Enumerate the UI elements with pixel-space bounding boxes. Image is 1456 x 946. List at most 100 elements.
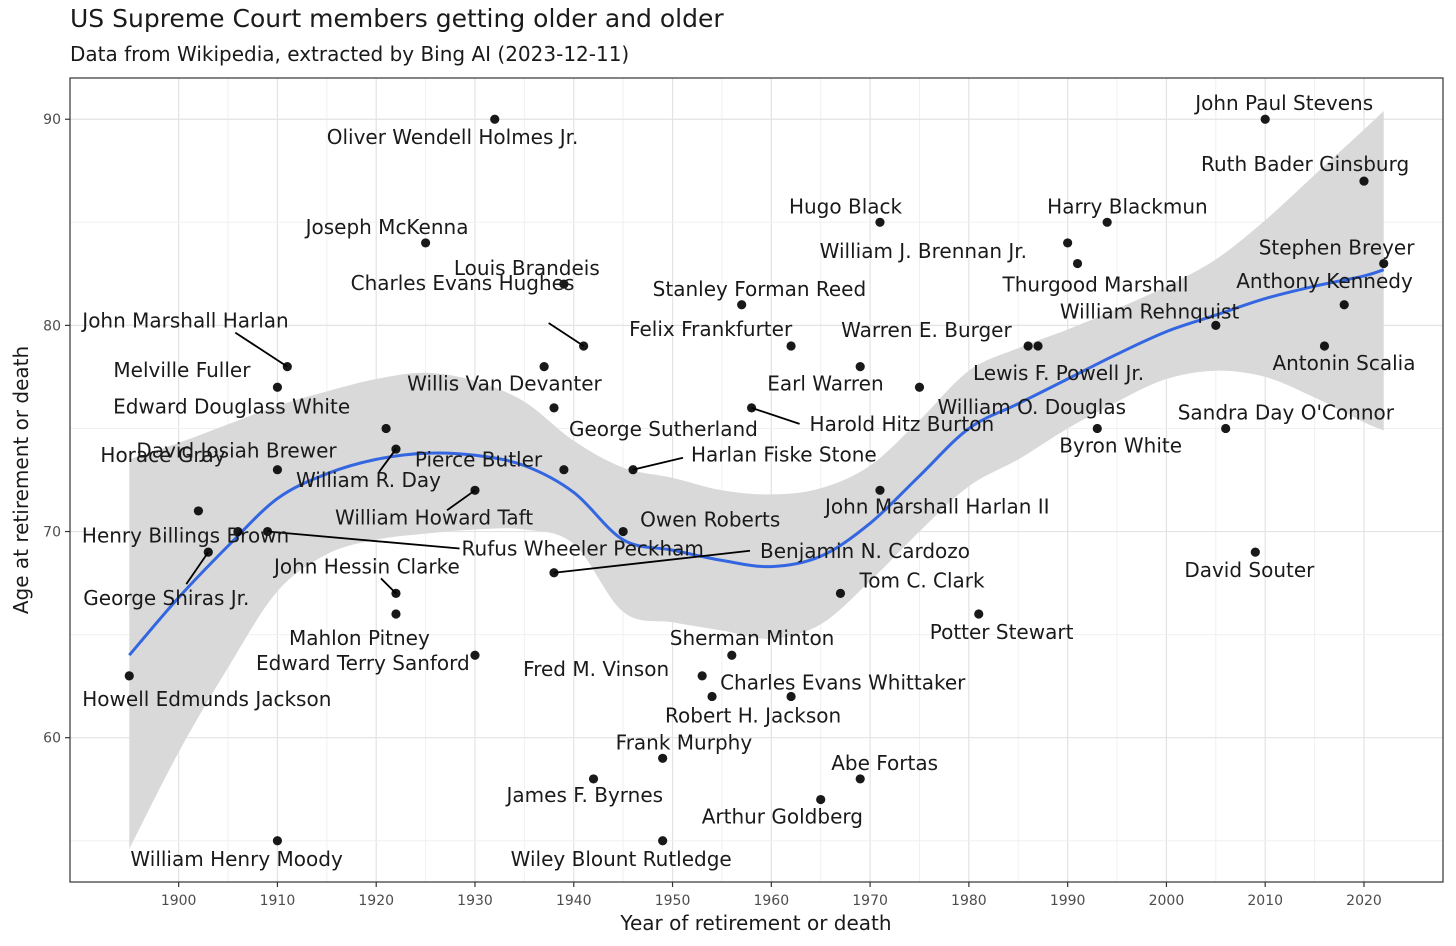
point-label-harold-hitz-burton: Harold Hitz Burton [810,412,995,436]
x-axis-title: Year of retirement or death [619,911,891,935]
point-label-henry-billings-brown: Henry Billings Brown [82,524,289,548]
point-label-ruth-bader-ginsburg: Ruth Bader Ginsburg [1201,152,1409,176]
y-axis-title: Age at retirement or death [9,346,33,614]
data-point-john-paul-stevens [1260,114,1270,124]
data-point-mahlon-pitney [391,609,401,619]
data-point-felix-frankfurter [786,341,796,351]
data-point-wiley-blount-rutledge [658,836,668,846]
point-label-william-rehnquist: William Rehnquist [1060,299,1240,323]
point-label-john-marshall-harlan: John Marshall Harlan [80,309,288,333]
data-point-stephen-breyer [1379,258,1389,269]
data-point-william-o-douglas [914,382,925,392]
point-label-harry-blackmun: Harry Blackmun [1047,194,1208,218]
point-label-harlan-fiske-stone: Harlan Fiske Stone [691,443,877,467]
data-point-harlan-fiske-stone [628,465,638,475]
data-point-edward-douglass-white [381,423,391,434]
point-label-tom-c-clark: Tom C. Clark [858,568,985,592]
data-point-george-shiras-jr [203,547,213,557]
point-label-melville-fuller: Melville Fuller [113,358,251,382]
y-tick-label: 70 [43,525,61,541]
data-point-charles-evans-whittaker [786,691,796,702]
data-point-horace-gray [193,506,204,516]
point-label-owen-roberts: Owen Roberts [640,508,780,532]
x-tick-label: 1930 [457,893,493,909]
confidence-band [129,111,1384,849]
data-points [124,114,1389,846]
data-point-howell-edmunds-jackson [124,671,134,681]
data-point-charles-evans-hughes [579,341,589,351]
y-tick-label: 80 [43,318,61,334]
point-label-edward-terry-sanford: Edward Terry Sanford [256,651,470,675]
point-label-warren-e-burger: Warren E. Burger [841,318,1012,342]
x-tick-label: 1980 [951,893,987,909]
data-point-harry-blackmun [1102,217,1112,227]
x-tick-label: 1900 [161,893,197,909]
point-label-felix-frankfurter: Felix Frankfurter [629,317,793,341]
leader-line-william-r-day [378,448,397,473]
axes: 1900 1910 1920 1930 1940 1950 1960 1970 1980 1990… [43,112,1382,909]
chart-title: US Supreme Court members getting older a… [70,4,724,33]
data-point-owen-roberts [618,526,628,537]
x-tick-label: 1950 [655,893,691,909]
data-point-james-f-byrnes [588,774,599,784]
point-label-hugo-black: Hugo Black [789,194,903,218]
point-label-antonin-scalia: Antonin Scalia [1272,351,1415,375]
data-point-hugo-black [875,217,885,227]
point-label-sandra-day-o-connor: Sandra Day O'Connor [1178,400,1395,424]
data-point-william-henry-moody [272,836,283,846]
point-label-william-j-brennan-jr: William J. Brennan Jr. [820,239,1027,263]
x-tick-label: 1940 [556,893,592,909]
data-point-ruth-bader-ginsburg [1359,176,1369,186]
data-point-sherman-minton [727,650,737,660]
point-label-john-paul-stevens: John Paul Stevens [1193,91,1373,115]
y-tick-label: 60 [43,731,61,747]
data-point-potter-stewart [974,609,984,619]
leader-line-harold-hitz-burton [751,406,800,425]
point-label-sherman-minton: Sherman Minton [670,626,835,650]
data-point-john-marshall-harlan-ii [875,485,885,495]
point-label-james-f-byrnes: James F. Byrnes [505,783,664,807]
point-label-byron-white: Byron White [1059,433,1182,457]
leader-line-william-howard-taft [446,489,476,512]
leader-line-george-shiras-jr [185,551,210,585]
x-tick-label: 1920 [358,893,394,909]
data-point-tom-c-clark [835,588,846,598]
data-point-melville-fuller [272,382,283,392]
point-label-george-shiras-jr: George Shiras Jr. [83,586,249,610]
point-label-stanley-forman-reed: Stanley Forman Reed [653,277,867,301]
data-point-willis-van-devanter [539,362,549,372]
leader-line-john-marshall-harlan [234,331,288,368]
point-label-horace-gray: Horace Gray [100,443,225,467]
point-label-howell-edmunds-jackson: Howell Edmunds Jackson [82,687,331,711]
point-label-anthony-kennedy: Anthony Kennedy [1236,269,1413,293]
data-point-arthur-goldberg [816,794,826,805]
data-point-frank-murphy [658,753,668,763]
data-point-john-marshall-harlan [282,362,292,372]
data-point-thurgood-marshall [1072,258,1083,269]
data-point-william-howard-taft [470,485,480,495]
leader-line-benjamin-n-cardozo [553,549,751,574]
data-point-edward-terry-sanford [470,650,480,660]
x-tick-label: 2000 [1149,893,1185,909]
point-label-stephen-breyer: Stephen Breyer [1259,236,1416,260]
point-label-john-hessin-clarke: John Hessin Clarke [272,554,460,578]
data-point-pierce-butler [559,465,569,475]
point-label-rufus-wheeler-peckham: Rufus Wheeler Peckham [462,537,704,561]
point-label-charles-evans-whittaker: Charles Evans Whittaker [720,670,966,694]
point-label-david-josiah-brewer: David Josiah Brewer [136,439,337,463]
point-labels: Howell Edmunds Jackson George Shiras Jr. H… [80,91,1415,871]
x-tick-label: 2010 [1247,893,1283,909]
point-label-william-howard-taft: William Howard Taft [335,505,533,529]
data-point-david-josiah-brewer [272,465,283,475]
point-label-willis-van-devanter: Willis Van Devanter [407,372,602,396]
data-point-lewis-f-powell-jr [1033,341,1043,351]
point-label-robert-h-jackson: Robert H. Jackson [665,703,841,727]
leader-line-harlan-fiske-stone [632,456,684,471]
data-point-benjamin-n-cardozo [549,568,559,578]
point-label-george-sutherland: George Sutherland [569,417,758,441]
data-point-abe-fortas [855,774,865,784]
data-point-byron-white [1092,423,1102,434]
data-point-george-sutherland [549,403,559,413]
data-point-david-souter [1250,547,1260,557]
x-tick-label: 2020 [1346,893,1382,909]
